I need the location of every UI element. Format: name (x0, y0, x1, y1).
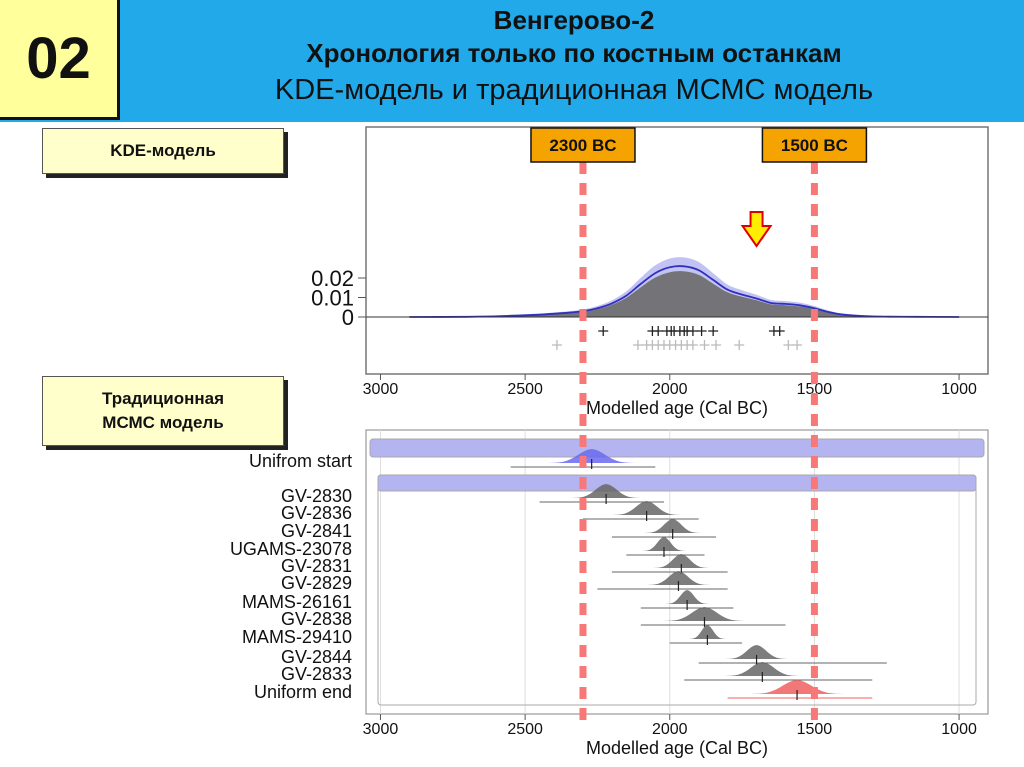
mcmc-row-label: GV-2830 (281, 486, 352, 506)
mcmc-xtick-label: 2500 (507, 721, 543, 738)
kde-date-mark (708, 326, 719, 336)
mcmc-row-label: GV-2831 (281, 556, 352, 576)
kde-density (409, 271, 960, 317)
mcmc-distribution (637, 571, 719, 585)
mcmc-row-label: GV-2829 (281, 573, 352, 593)
mcmc-distribution (561, 484, 651, 498)
mcmc-distribution (651, 607, 758, 621)
mcmc-distribution (535, 449, 649, 463)
kde-plot-frame (365, 126, 989, 375)
kde-ytick-label: 0.02 (311, 266, 354, 291)
start-boundary-band (369, 438, 985, 458)
kde-ytick-label: 0 (342, 305, 354, 330)
title-line-2: Хронология только по костным останкам (306, 38, 842, 68)
phase-band (377, 474, 977, 492)
kde-ytick-label: 0.01 (311, 286, 354, 311)
mcmc-distribution (736, 680, 858, 694)
kde-date-mark (774, 326, 785, 336)
mcmc-distribution (716, 645, 798, 659)
slide-header: 02 Венгерово-2 Хронология только по кост… (0, 0, 1024, 122)
mcmc-distribution (644, 554, 718, 568)
mcmc-distribution (635, 537, 693, 551)
kde-xtick-label: 2000 (652, 381, 688, 398)
kde-date-mark (653, 326, 664, 336)
mcmc-xtick-label: 3000 (363, 721, 399, 738)
title-line-3: KDE-модель и традиционная МСМС модель (274, 74, 874, 106)
kde-date-mark-faint (711, 340, 722, 350)
down-arrow-icon (740, 211, 773, 248)
mcmc-distribution (683, 625, 732, 639)
mcmc-xlabel: Modelled age (Cal BC) (586, 738, 768, 758)
title-line-1: Венгерово-2 (493, 5, 655, 35)
mcmc-row-label: MAMS-29410 (242, 627, 352, 647)
kde-date-mark-faint (792, 340, 803, 350)
kde-date-mark-faint (551, 340, 562, 350)
kde-date-mark (696, 326, 707, 336)
kde-mean-line (409, 265, 960, 318)
kde-xtick-label: 2500 (507, 381, 543, 398)
marker-label: 1500 BC (781, 136, 848, 155)
mcmc-row-label: Unifrom start (249, 451, 352, 471)
mcmc-xtick-label: 2000 (652, 721, 688, 738)
mcmc-distribution (713, 662, 811, 676)
kde-date-mark-faint (699, 340, 710, 350)
kde-date-mark-faint (687, 340, 698, 350)
kde-xtick-label: 1500 (797, 381, 833, 398)
mcmc-row-label: GV-2844 (281, 647, 352, 667)
kde-xtick-label: 3000 (363, 381, 399, 398)
phase-frame (377, 474, 977, 706)
mcmc-label-line-2: МСМС модель (102, 413, 224, 432)
slide-number: 02 (0, 0, 120, 120)
kde-xlabel: Modelled age (Cal BC) (586, 398, 768, 418)
mcmc-row-label: MAMS-26161 (242, 592, 352, 612)
marker-badge (761, 127, 868, 163)
mcmc-row-label: Uniform end (254, 682, 352, 702)
mcmc-row-label: GV-2836 (281, 503, 352, 523)
kde-date-mark-faint (783, 340, 794, 350)
mcmc-model-label: Традиционная МСМС модель (42, 376, 284, 446)
kde-date-mark (687, 326, 698, 336)
mcmc-row-label: GV-2833 (281, 664, 352, 684)
mcmc-row-label: GV-2838 (281, 609, 352, 629)
slide-title: Венгерово-2 Хронология только по костным… (124, 0, 1024, 122)
mcmc-row-label: UGAMS-23078 (230, 539, 352, 559)
kde-xtick-label: 1000 (941, 381, 977, 398)
mcmc-distribution (602, 501, 692, 515)
mcmc-row-label: GV-2841 (281, 521, 352, 541)
marker-label: 2300 BC (549, 136, 616, 155)
kde-date-mark-faint (632, 340, 643, 350)
marker-badge (530, 127, 636, 163)
kde-model-label: KDE-модель (42, 128, 284, 174)
kde-date-mark-faint (734, 340, 745, 350)
mcmc-distribution (658, 590, 716, 604)
kde-date-mark (598, 326, 609, 336)
mcmc-label-line-1: Традиционная (101, 389, 224, 408)
mcmc-xtick-label: 1000 (941, 721, 977, 738)
mcmc-xtick-label: 1500 (797, 721, 833, 738)
mcmc-distribution (636, 519, 710, 533)
